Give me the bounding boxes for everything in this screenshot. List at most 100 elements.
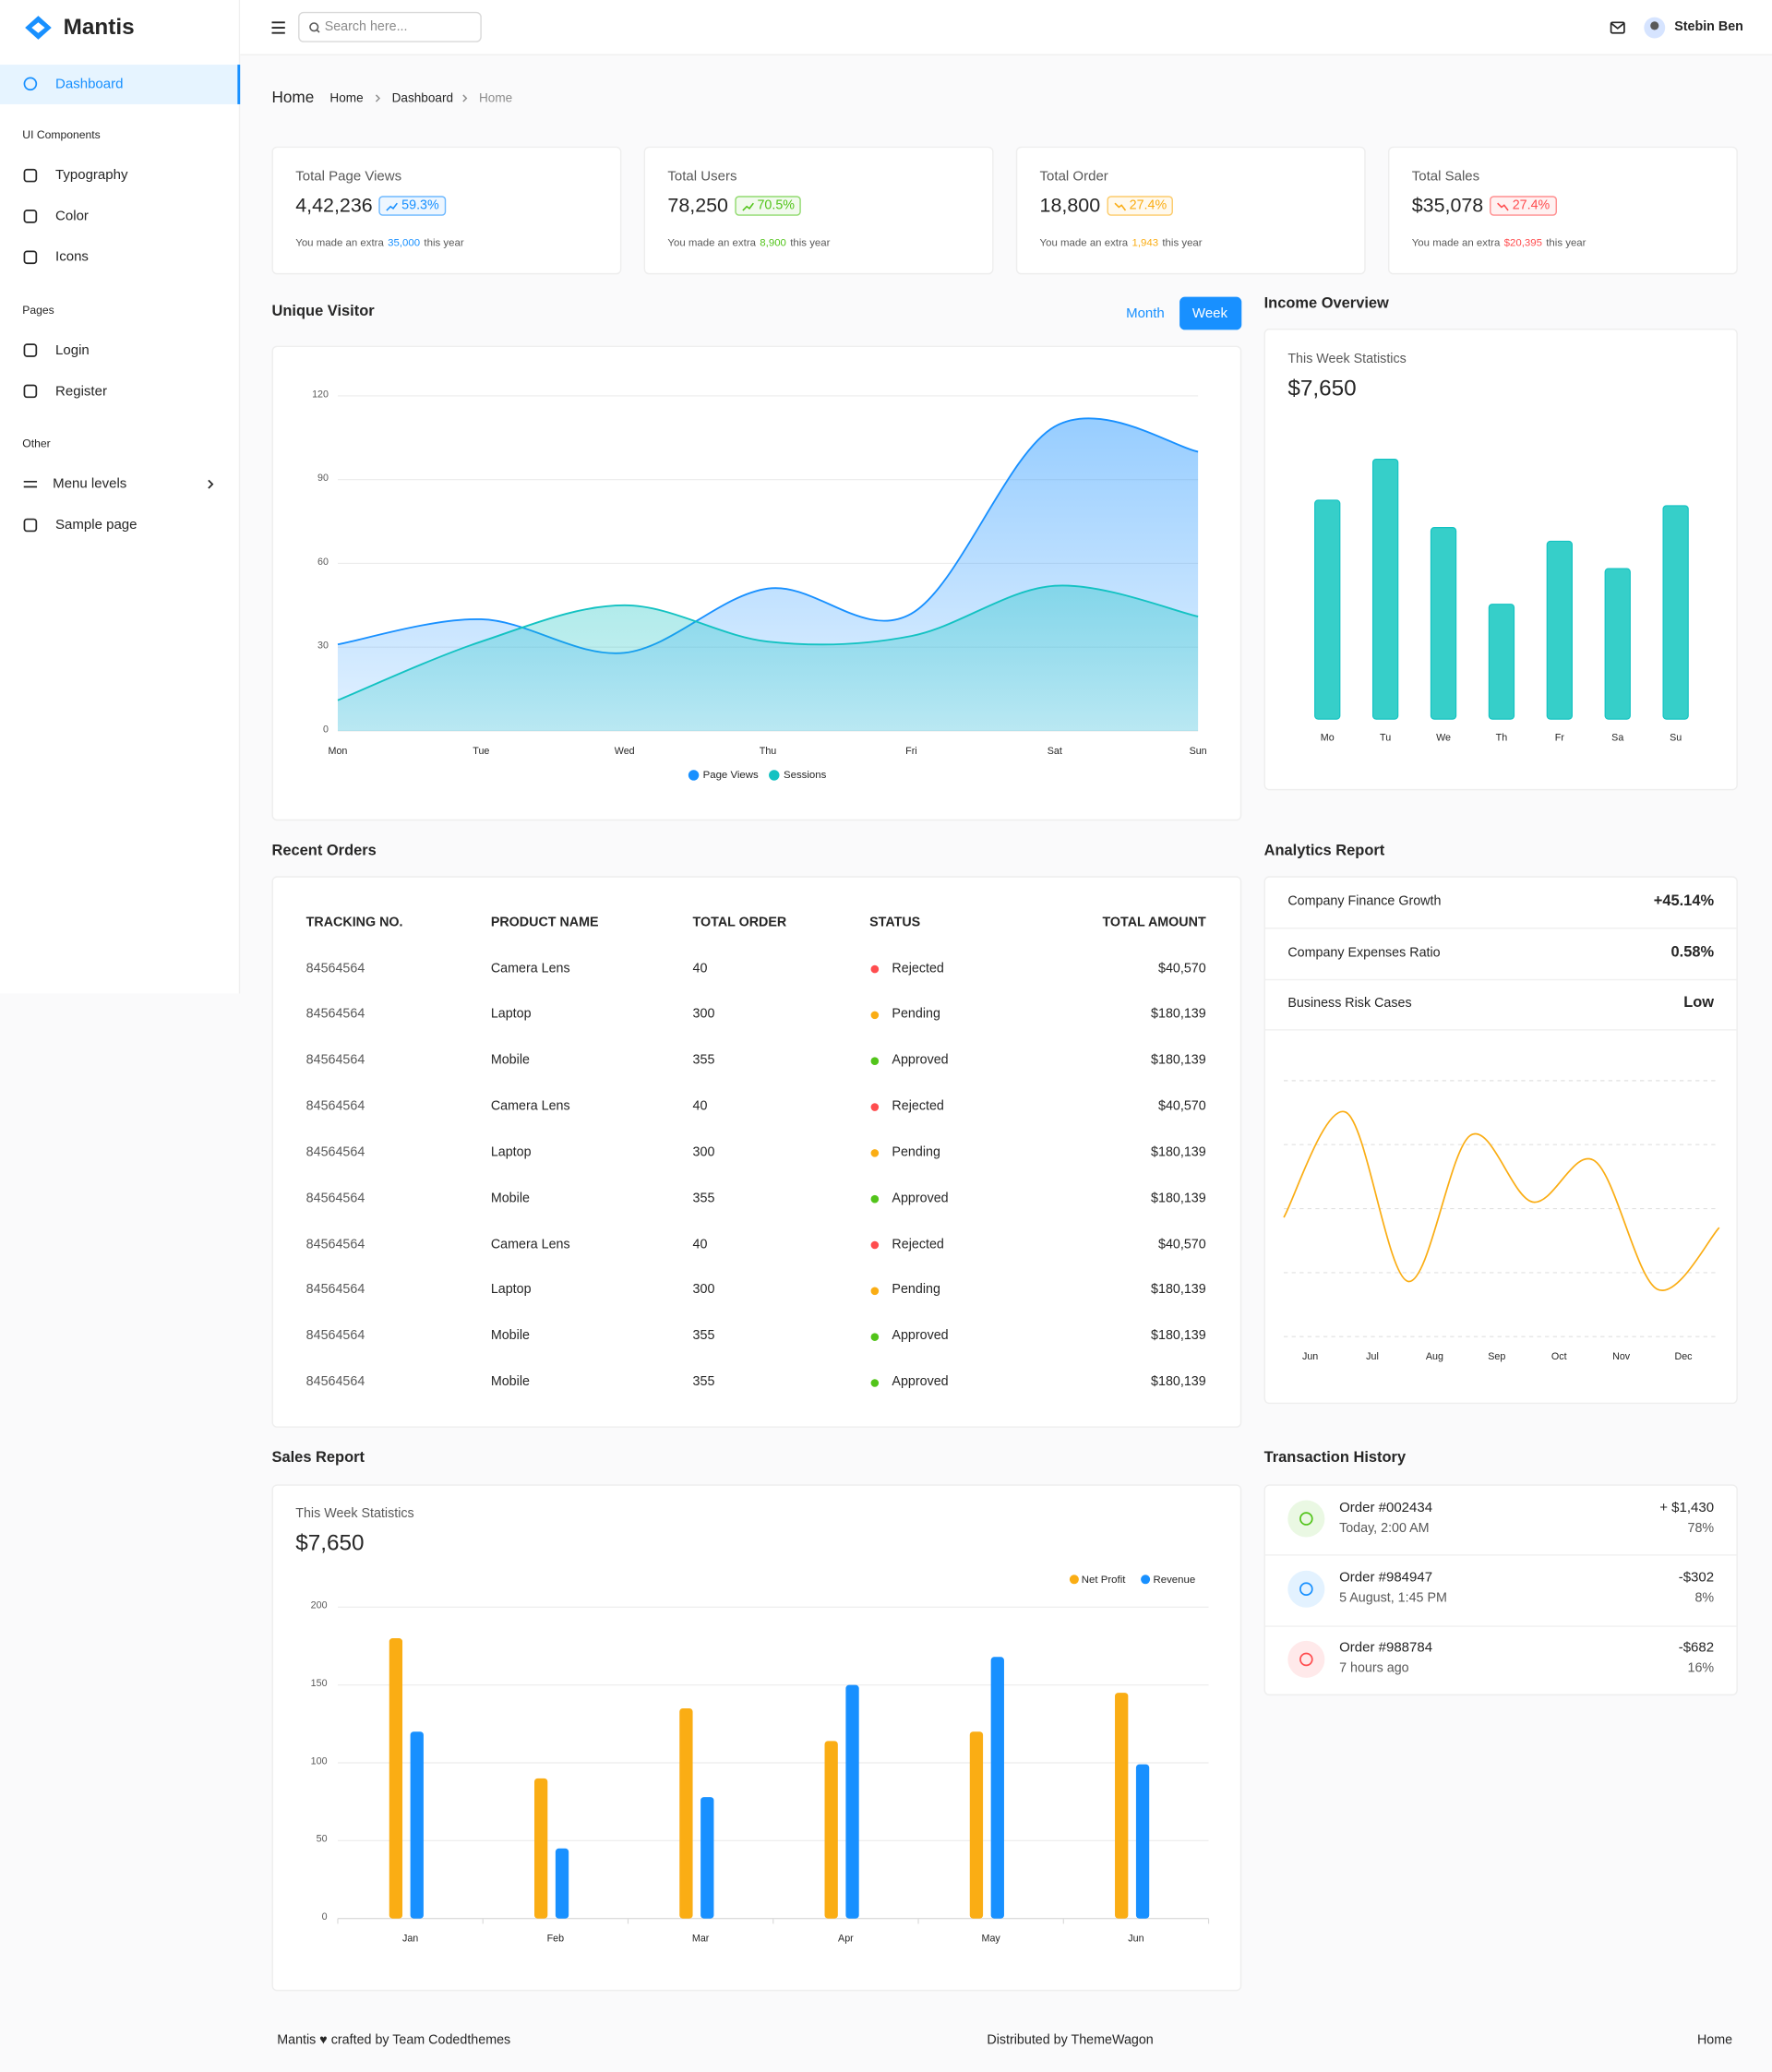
- transaction-title[interactable]: Order #002434: [1339, 1499, 1433, 1515]
- nav-label[interactable]: Login: [55, 341, 90, 358]
- footer-text[interactable]: Distributed by ThemeWagon: [987, 2032, 1154, 2048]
- nav-label[interactable]: Dashboard: [55, 75, 124, 91]
- user-name[interactable]: Stebin Ben: [1674, 19, 1743, 35]
- transaction-percent: 8%: [1694, 1590, 1715, 1606]
- table-cell: 40: [692, 1098, 708, 1114]
- status-text: Rejected: [892, 961, 944, 976]
- stat-card: [1387, 146, 1738, 275]
- trend-icon: [386, 201, 399, 210]
- table-cell: $180,139: [1151, 1191, 1206, 1206]
- sidebar: [0, 0, 241, 994]
- trend-line: [1114, 201, 1126, 210]
- nav-label[interactable]: Color: [55, 208, 89, 224]
- section-title: Transaction History: [1263, 1450, 1407, 1467]
- table-cell: 84564564: [305, 1053, 365, 1068]
- note-text: this year: [1162, 236, 1203, 249]
- transaction-percent: 78%: [1687, 1520, 1715, 1536]
- metric-value: Low: [1683, 995, 1715, 1012]
- nav-label[interactable]: Menu levels: [53, 475, 127, 492]
- status-text: Rejected: [892, 1237, 944, 1252]
- section-title: Recent Orders: [271, 843, 377, 859]
- list-card: [1263, 1484, 1738, 1696]
- note-text: You made an extra: [1411, 236, 1501, 249]
- stat-value: $35,078: [1411, 194, 1484, 218]
- table-cell: Camera Lens: [490, 961, 570, 976]
- status-text: Rejected: [892, 1098, 944, 1114]
- chart-subtitle: This Week Statistics: [295, 1506, 414, 1522]
- table-cell: 84564564: [305, 961, 365, 976]
- transaction-amount: -$682: [1678, 1639, 1715, 1656]
- table-cell: Mobile: [490, 1053, 530, 1068]
- nav-label[interactable]: Register: [55, 382, 107, 400]
- table-cell: $180,139: [1151, 1053, 1206, 1068]
- legend: Page Views Sessions: [688, 768, 827, 781]
- status-text: Approved: [892, 1053, 949, 1068]
- stat-badge: 59.3%: [378, 196, 446, 216]
- trend-line: [742, 201, 754, 210]
- note-text: this year: [790, 236, 831, 249]
- table-cell: $180,139: [1151, 1144, 1206, 1160]
- transaction-percent: 16%: [1687, 1661, 1715, 1676]
- nav-caption: UI Components: [22, 127, 101, 141]
- nav-item-active[interactable]: [0, 65, 241, 104]
- table-cell: Camera Lens: [490, 1098, 570, 1114]
- stat-value-row: $35,078 27.4%: [1412, 195, 1557, 217]
- table-cell: $180,139: [1151, 1283, 1206, 1298]
- nav-label[interactable]: Typography: [55, 167, 128, 184]
- status-text: Pending: [892, 1144, 940, 1160]
- stat-card: [643, 146, 994, 275]
- table-card: [271, 876, 1242, 1428]
- breadcrumb-separator: [462, 94, 468, 102]
- table-cell: 355: [692, 1191, 715, 1206]
- breadcrumb-item[interactable]: Home: [329, 91, 364, 106]
- table-cell: 40: [692, 961, 708, 976]
- table-cell: 355: [692, 1053, 715, 1068]
- column-header: TRACKING NO.: [305, 915, 403, 930]
- table-cell: Mobile: [490, 1374, 530, 1390]
- stat-title: Total Sales: [1411, 168, 1480, 185]
- transaction-title[interactable]: Order #984947: [1339, 1569, 1433, 1586]
- status-text: Pending: [892, 1007, 940, 1023]
- metric-value: +45.14%: [1653, 893, 1715, 910]
- footer-link[interactable]: Home: [1696, 2032, 1733, 2048]
- legend-marker: [688, 769, 700, 780]
- transaction-time: 5 August, 1:45 PM: [1339, 1590, 1447, 1606]
- metric-label: Business Risk Cases: [1287, 996, 1412, 1012]
- stat-title: Total Users: [667, 168, 737, 185]
- table-cell: Laptop: [490, 1007, 532, 1023]
- nav-label[interactable]: Sample page: [55, 516, 138, 533]
- stat-change: 27.4%: [1512, 198, 1550, 213]
- legend-item: Net Profit: [1069, 1574, 1125, 1586]
- chart-total: $7,650: [1287, 375, 1357, 401]
- search-placeholder: Search here...: [324, 19, 408, 35]
- note-text: You made an extra: [295, 236, 384, 249]
- stat-badge: 70.5%: [735, 196, 802, 216]
- chart-subtitle: This Week Statistics: [1287, 352, 1407, 367]
- table-cell: $180,139: [1151, 1374, 1206, 1390]
- toggle-button[interactable]: [1179, 296, 1241, 330]
- legend-label: Revenue: [1153, 1573, 1196, 1586]
- status-text: Approved: [892, 1191, 949, 1206]
- transaction-time: 7 hours ago: [1339, 1661, 1409, 1676]
- note-text: this year: [424, 236, 464, 249]
- legend-marker: [1141, 1575, 1151, 1585]
- nav-label[interactable]: Icons: [55, 248, 89, 265]
- nav-caption: Other: [22, 437, 51, 450]
- chart-card: [271, 1484, 1242, 1992]
- stat-title: Total Page Views: [295, 168, 402, 185]
- transaction-title[interactable]: Order #988784: [1339, 1639, 1433, 1656]
- note-text: You made an extra: [667, 236, 757, 249]
- breadcrumb-separator: [375, 94, 381, 102]
- search-box[interactable]: [298, 11, 482, 42]
- status-text: Approved: [892, 1329, 949, 1344]
- legend-label: Sessions: [783, 768, 827, 781]
- breadcrumb-item[interactable]: Dashboard: [391, 91, 454, 106]
- note-text: You made an extra: [1039, 236, 1129, 249]
- table-cell: 300: [692, 1283, 715, 1298]
- note-text: this year: [1546, 236, 1586, 249]
- table-cell: Mobile: [490, 1191, 530, 1206]
- toggle-label[interactable]: Week: [1191, 305, 1228, 321]
- column-header: PRODUCT NAME: [490, 915, 599, 930]
- trend-line: [386, 201, 399, 210]
- toggle-label[interactable]: Month: [1126, 305, 1165, 321]
